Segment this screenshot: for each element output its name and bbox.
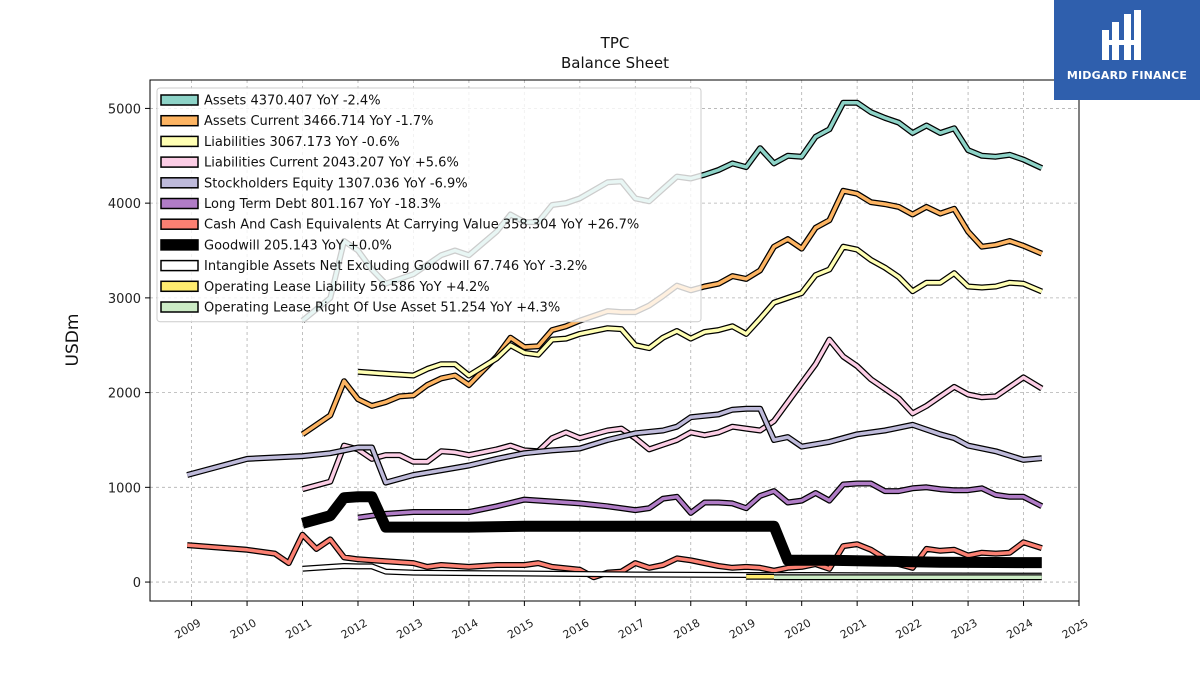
y-tick-label: 3000: [108, 292, 141, 307]
legend-swatch: [160, 239, 199, 251]
y-axis-label: USDm: [63, 314, 83, 367]
legend-swatch: [160, 259, 199, 272]
series-line-3: [302, 337, 1043, 491]
chart-subtitle: Balance Sheet: [561, 54, 669, 72]
x-tick-label: 2013: [394, 616, 425, 641]
legend-swatch: [160, 197, 199, 210]
legend-swatch: [160, 301, 199, 313]
x-tick-label: 2010: [228, 616, 259, 641]
legend: Assets 4370.407 YoY -2.4% Assets Current …: [156, 87, 702, 323]
x-tick-label: 2021: [838, 616, 869, 641]
y-tick-label: 5000: [108, 102, 141, 117]
legend-swatch: [160, 135, 199, 148]
legend-entry: Liabilities Current 2043.207 YoY +5.6%: [204, 156, 459, 171]
series-line-4: [186, 406, 1042, 485]
legend-swatch: [160, 177, 199, 189]
legend-entry: Operating Lease Liability 56.586 YoY +4.…: [204, 280, 490, 295]
legend-entry: Stockholders Equity 1307.036 YoY -6.9%: [204, 176, 468, 191]
x-tick-label: 2009: [172, 616, 203, 641]
legend-entry: Cash And Cash Equivalents At Carrying Va…: [204, 218, 639, 233]
series-line-5: [357, 481, 1043, 520]
legend-entry: Long Term Debt 801.167 YoY -18.3%: [204, 197, 441, 212]
legend-entry: Assets Current 3466.714 YoY -1.7%: [204, 114, 434, 129]
legend-swatch: [160, 94, 199, 106]
series-outline-7: [301, 491, 1042, 569]
series-line-2: [357, 244, 1043, 378]
legend-entry: Intangible Assets Net Excluding Goodwill…: [204, 259, 587, 274]
x-tick-label: 2022: [893, 616, 924, 641]
y-tick-label: 0: [133, 576, 141, 591]
x-tick-label: 2025: [1060, 616, 1091, 641]
series-line-6: [187, 532, 1043, 580]
x-tick-label: 2012: [339, 616, 370, 641]
legend-swatch: [160, 218, 199, 230]
legend-swatch: [160, 280, 199, 293]
legend-swatch: [160, 114, 199, 127]
logo-text: MIDGARD FINANCE: [1066, 69, 1188, 82]
legend-entry: Goodwill 205.143 YoY +0.0%: [204, 238, 392, 253]
x-tick-label: 2014: [450, 616, 481, 641]
legend-box: [156, 87, 702, 323]
legend-entry: Operating Lease Right Of Use Asset 51.25…: [204, 301, 560, 316]
legend-entry: Liabilities 3067.173 YoY -0.6%: [204, 135, 400, 150]
y-tick-label: 4000: [108, 197, 141, 212]
logo-mark-icon: [1102, 10, 1141, 60]
x-tick-label: 2020: [783, 616, 814, 641]
x-tick-label: 2018: [672, 616, 703, 641]
x-tick-label: 2015: [505, 616, 536, 641]
legend-entry: Assets 4370.407 YoY -2.4%: [204, 94, 381, 109]
chart-title: TPC: [600, 34, 630, 52]
x-tick-label: 2011: [283, 616, 314, 641]
legend-swatch: [160, 156, 199, 168]
x-tick-label: 2016: [561, 616, 592, 641]
y-tick-label: 2000: [108, 387, 141, 402]
x-tick-label: 2023: [949, 616, 980, 641]
x-tick-label: 2017: [616, 616, 647, 641]
y-tick-label: 1000: [108, 481, 141, 496]
series-outline-4: [186, 405, 1043, 486]
x-tick-label: 2024: [1004, 616, 1035, 641]
x-tick-label: 2019: [727, 616, 758, 641]
midgard-finance-logo: MIDGARD FINANCE: [1054, 0, 1200, 100]
plot-frame: [149, 79, 1080, 602]
